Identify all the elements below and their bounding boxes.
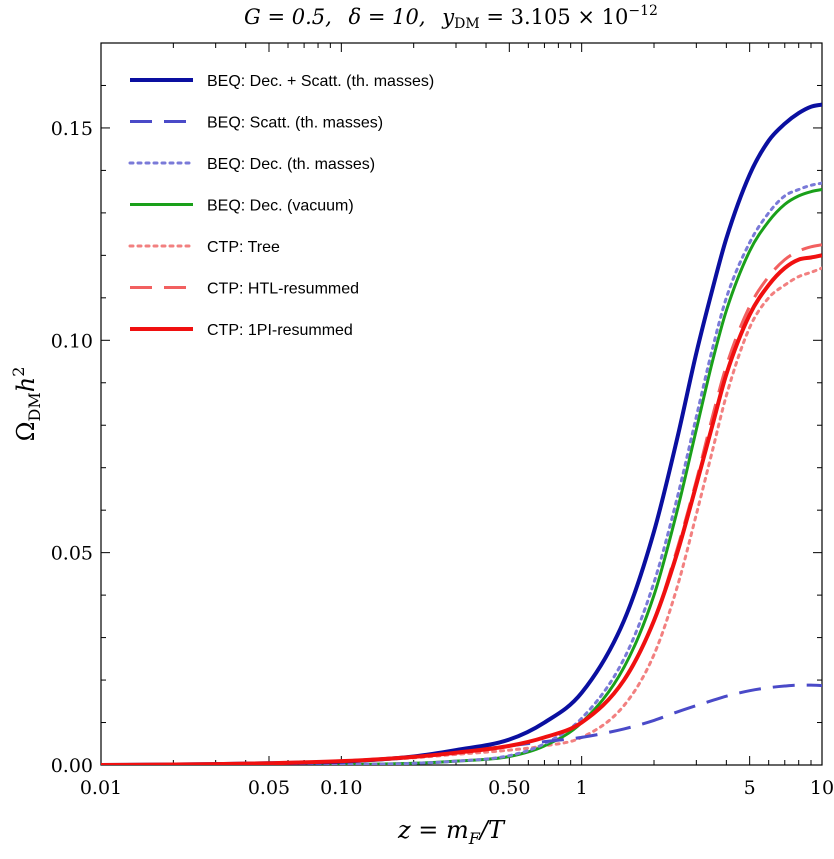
legend-label: CTP: Tree: [207, 239, 280, 256]
y-tick-label: 0.00: [51, 755, 93, 777]
chart-title: G = 0.5, δ = 10, yDM = 3.105 × 10−12: [244, 3, 658, 32]
legend-label: BEQ: Dec. (vacuum): [207, 198, 354, 215]
series-layer: [101, 102, 822, 765]
x-tick-label: 5: [744, 777, 756, 799]
series-line-4: [101, 266, 822, 765]
y-tick-label: 0.05: [51, 543, 93, 565]
legend-label: BEQ: Dec. (th. masses): [207, 156, 375, 173]
y-axis-label: ΩDMh2: [9, 367, 44, 442]
legend-label: BEQ: Dec. + Scatt. (th. masses): [207, 73, 434, 90]
series-line-6: [101, 253, 822, 765]
x-tick-label: 0.10: [320, 777, 362, 799]
legend-label: BEQ: Scatt. (th. masses): [207, 115, 383, 132]
x-axis-label: z = mF/T: [397, 816, 506, 848]
y-tick-label: 0.15: [51, 118, 93, 140]
x-tick-label: 0.50: [488, 777, 530, 799]
series-line-2: [101, 181, 822, 765]
x-tick-label: 0.01: [80, 777, 122, 799]
legend-label: CTP: HTL-resummed: [207, 281, 359, 298]
x-tick-label: 0.05: [248, 777, 290, 799]
plot-frame: [100, 42, 823, 766]
axis-ticks: [100, 42, 822, 766]
legend-label: CTP: 1PI-resummed: [207, 322, 353, 339]
legend: BEQ: Dec. + Scatt. (th. masses) BEQ: Scat…: [128, 73, 434, 339]
axis-tick-labels: 0.01 0.05 0.10 0.50 1 5 10 0.00 0.05 0.10 0.15: [51, 118, 834, 799]
y-tick-label: 0.10: [51, 330, 93, 352]
series-line-3: [101, 188, 822, 765]
x-tick-label: 1: [576, 777, 588, 799]
x-tick-label: 10: [810, 777, 834, 799]
